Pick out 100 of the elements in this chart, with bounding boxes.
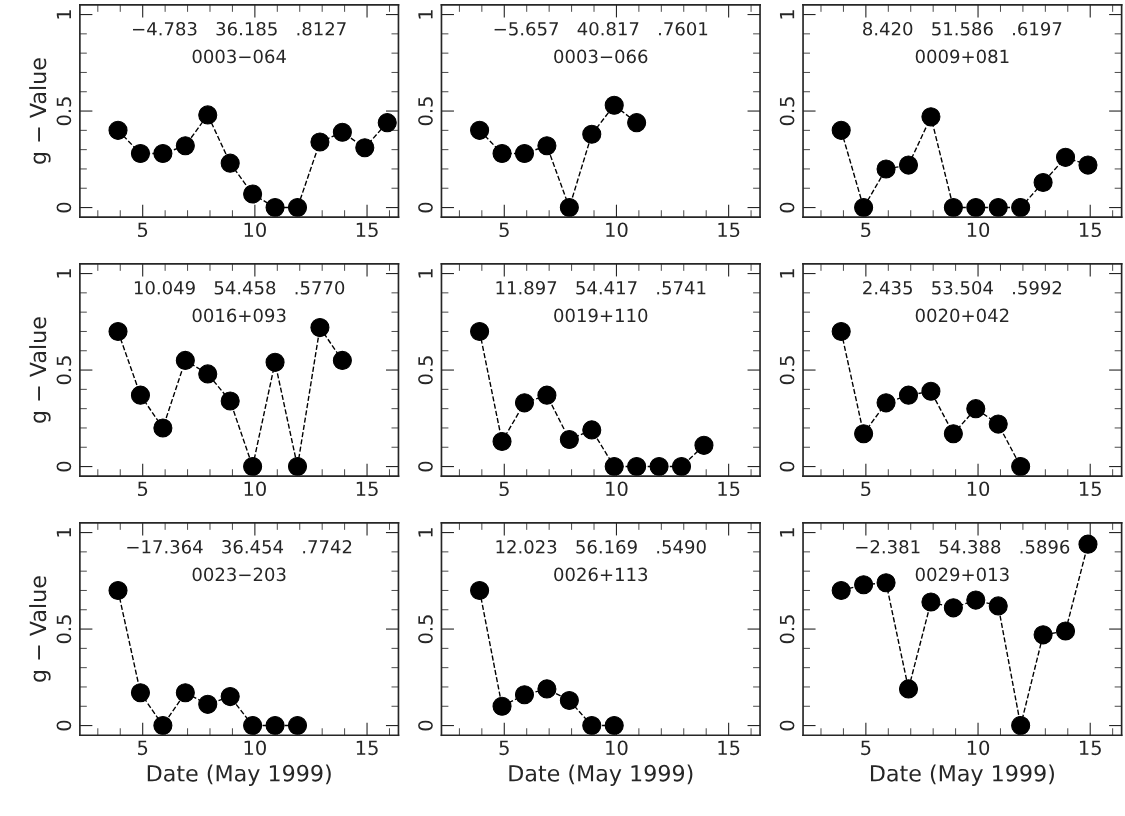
x-tick-label: 15 [356,740,378,756]
y-tick-label: 1 [418,528,433,537]
point [153,716,173,736]
point [604,95,624,115]
x-tick-label: 10 [606,481,628,497]
point [988,198,1008,218]
annotation: 11.897 54.417 .5741 [496,280,706,295]
point [854,424,874,444]
annotation: 0003−066 [554,49,648,64]
point [198,694,218,714]
point [921,592,941,612]
y-tick-label: 1 [779,269,795,278]
x-axis-title: Date (May 1999) [147,764,331,786]
point [988,596,1008,616]
point [108,120,128,140]
x-tick-label: 15 [1079,481,1101,497]
y-tick-label: 1 [56,10,71,19]
x-tick-label: 5 [138,222,148,238]
annotation: −17.364 36.454 .7742 [127,539,352,554]
x-tick-label: 15 [718,740,740,756]
point [1078,155,1098,175]
point [898,385,919,405]
x-tick-label: 10 [244,740,266,756]
y-tick-label: 1 [418,269,433,278]
point [921,381,941,401]
point [198,105,218,125]
annotation: 10.049 54.458 .5770 [134,280,345,295]
point [1033,172,1053,193]
x-tick-label: 10 [967,740,990,756]
point [130,385,150,405]
point [966,198,986,218]
annotation: 0023−203 [192,567,286,582]
point [130,683,150,703]
x-tick-label: 15 [356,481,378,497]
y-axis-title: g − Value [29,576,51,682]
point [492,431,512,452]
point [854,198,874,218]
annotation: 0020+042 [915,308,1009,323]
point [921,107,941,127]
y-tick-label: 0 [779,461,795,472]
point [355,138,375,158]
point [831,321,851,341]
point [243,716,263,736]
point [1078,534,1098,554]
y-tick-label: 1 [56,269,71,278]
x-tick-label: 5 [499,481,509,497]
point [1033,625,1053,645]
point [175,136,195,156]
point [694,435,714,455]
point [220,153,240,173]
annotation: 0003−064 [192,49,286,64]
point [1011,198,1031,218]
x-tick-label: 10 [606,222,628,238]
point [130,143,150,164]
point [988,414,1008,434]
y-tick-label: 0.5 [56,356,72,385]
point [175,350,195,370]
y-tick-label: 0 [418,461,433,472]
point [582,420,602,440]
point [332,122,352,142]
point [649,457,669,477]
point [492,696,512,716]
point [1011,716,1031,736]
x-tick-label: 5 [138,481,148,497]
x-axis-title: Date (May 1999) [509,764,693,786]
point [470,120,490,140]
point [582,716,602,736]
annotation: 0009+081 [915,49,1009,64]
annotation: 12.023 56.169 .5490 [496,539,706,554]
x-tick-label: 5 [138,740,148,756]
point [243,184,263,204]
point [470,321,490,341]
point [1055,147,1076,167]
point [514,393,535,413]
point [287,716,308,736]
point [604,457,624,477]
point [943,424,963,444]
x-tick-label: 15 [718,481,740,497]
point [966,590,986,610]
y-tick-label: 0 [418,720,433,731]
x-tick-label: 10 [606,740,628,756]
annotation: −4.783 36.185 .8127 [133,21,346,36]
point [108,580,128,601]
point [966,399,986,419]
x-tick-label: 15 [1079,222,1101,238]
point [854,575,874,595]
point [831,120,851,140]
x-tick-label: 5 [499,222,509,238]
point [310,132,330,152]
point [265,716,285,736]
y-tick-label: 0 [56,461,72,472]
point [198,364,218,384]
x-tick-label: 5 [861,481,871,497]
point [1011,457,1031,477]
point [671,457,692,477]
point [492,143,512,164]
point [153,143,173,164]
annotation: −5.657 40.817 .7601 [494,21,708,36]
annotation: 8.420 51.586 .6197 [863,21,1062,36]
point [559,198,579,218]
